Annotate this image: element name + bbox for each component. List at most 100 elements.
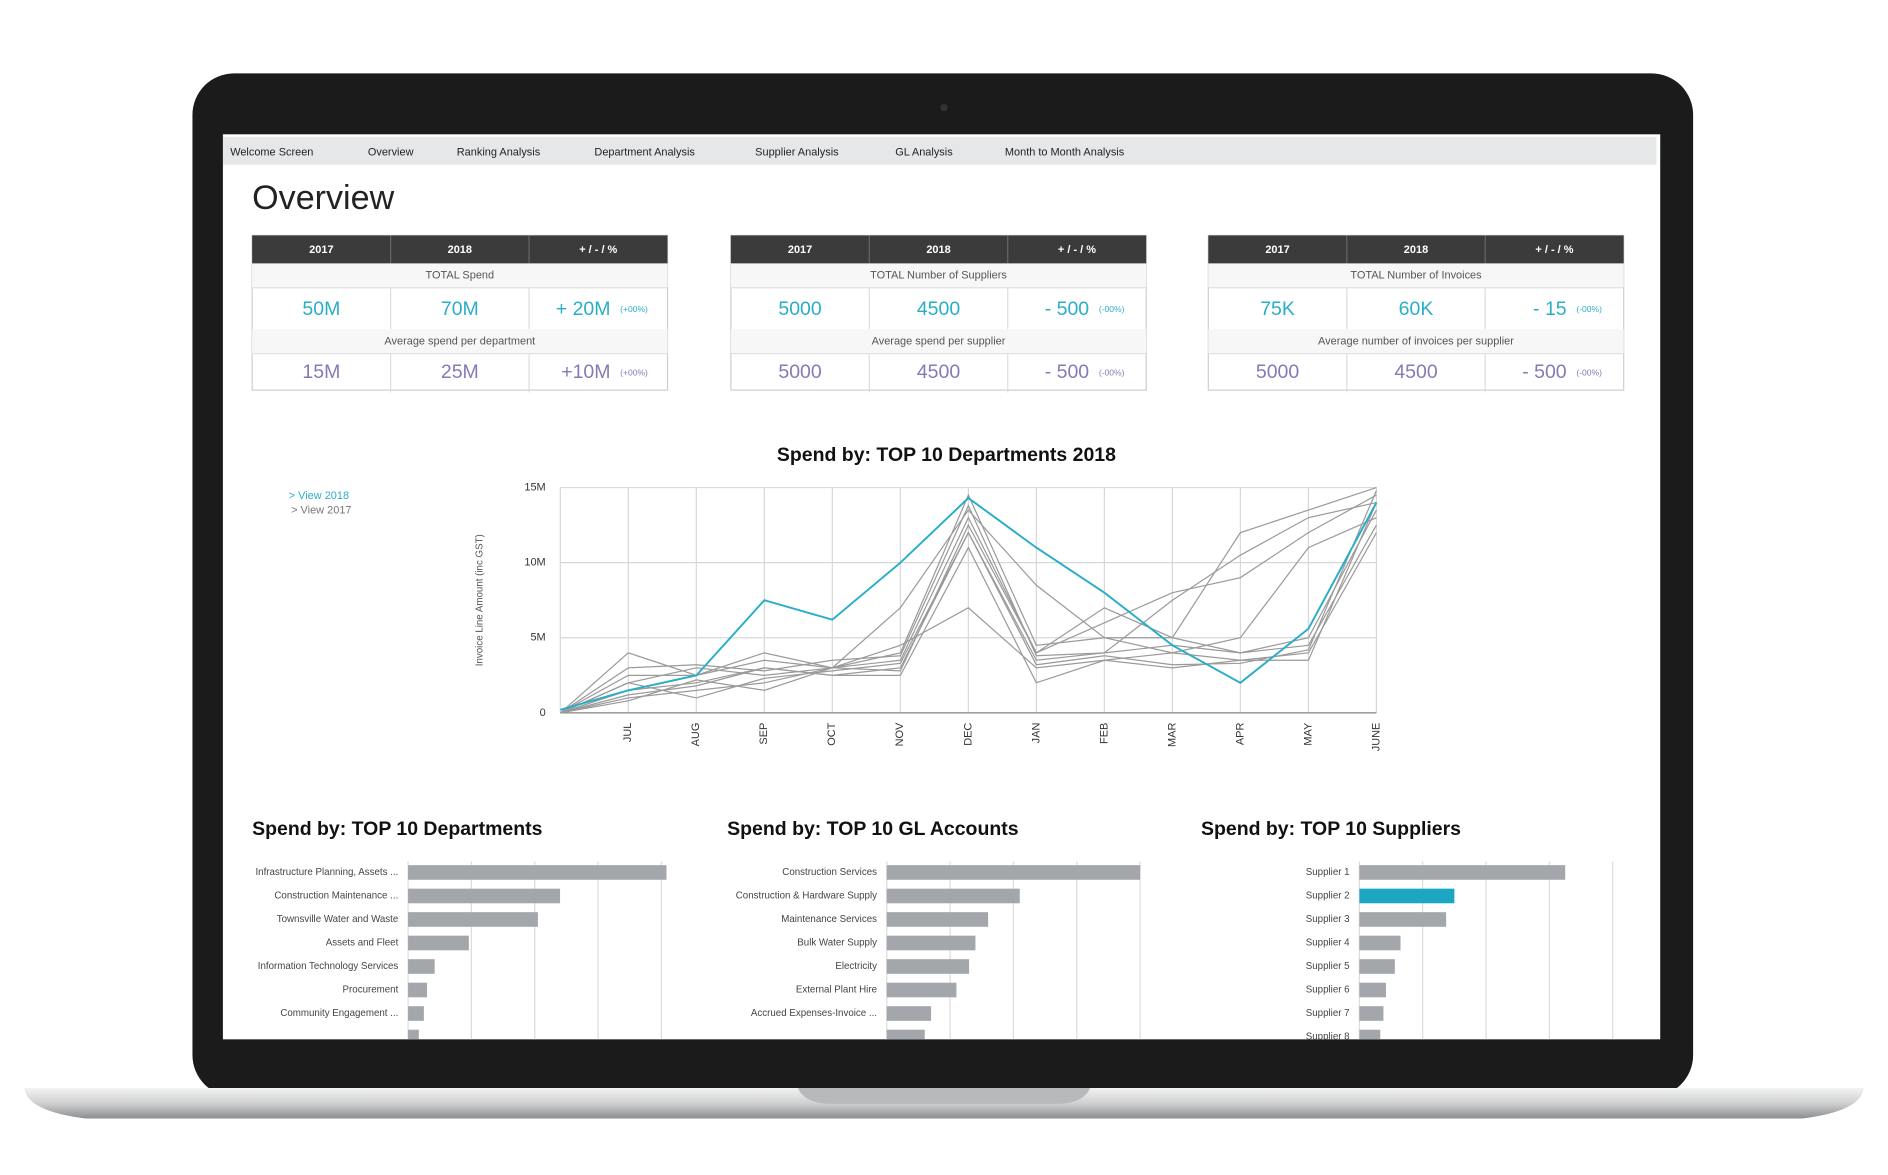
bar-label: Supplier 2 (1306, 891, 1350, 902)
nav-tab[interactable]: GL Analysis (895, 146, 953, 158)
kpi-section-label: Average number of invoices per supplier (1318, 335, 1514, 347)
bar-label: Supplier 5 (1306, 961, 1350, 972)
kpi-label-row (730, 329, 1147, 354)
laptop-notch (797, 1088, 1091, 1104)
y-axis-label: Invoice Line Amount (inc GST) (474, 534, 485, 666)
y-tick-label: 5M (530, 632, 545, 644)
x-tick-label: OCT (826, 722, 838, 745)
bar-label: Information Technology Services (258, 961, 399, 972)
bar (1359, 912, 1447, 927)
bar (886, 959, 970, 974)
bar (1359, 888, 1455, 904)
bar-label: Assets and Fleet (326, 938, 399, 949)
kpi-percent: (+00%) (620, 304, 648, 314)
bar (1359, 1029, 1381, 1040)
bar (408, 865, 667, 880)
x-tick-label: MAR (1166, 723, 1178, 747)
kpi-header-cell: 2018 (448, 244, 472, 256)
kpi-value: 50M (302, 298, 340, 320)
kpi-change: - 500 (1045, 361, 1090, 383)
kpi-value: 70M (441, 298, 479, 320)
bar-label: Construction & Hardware Supply (736, 891, 877, 902)
kpi-header (252, 235, 668, 264)
kpi-header-cell: + / - / % (579, 244, 617, 256)
kpi-value: 60K (1399, 298, 1434, 320)
bar (886, 865, 1141, 880)
camera (940, 103, 948, 112)
kpi-header-cell: 2017 (309, 244, 333, 256)
y-tick-label: 0 (540, 707, 546, 719)
bar (408, 1029, 419, 1040)
nav-tab[interactable]: Overview (368, 146, 414, 158)
bar-label: Accrued Expenses-Invoice ... (751, 1008, 877, 1019)
kpi-change: - 500 (1045, 298, 1090, 320)
x-tick-label: JUL (622, 723, 634, 742)
series-line (560, 494, 1377, 714)
view-link[interactable]: > View 2018 (289, 490, 349, 502)
nav-tab[interactable]: Supplier Analysis (755, 146, 839, 158)
kpi-header-cell: + / - / % (1535, 244, 1573, 256)
kpi-label-row (1208, 329, 1624, 354)
kpi-change: - 500 (1522, 361, 1567, 383)
kpi-header-cell: + / - / % (1058, 244, 1096, 256)
bar-label: Supplier 7 (1306, 1008, 1350, 1019)
kpi-percent: (-00%) (1099, 304, 1125, 314)
y-tick-label: 15M (524, 481, 545, 493)
bar (1359, 935, 1401, 951)
kpi-value: 5000 (778, 298, 821, 320)
kpi-section-label: TOTAL Number of Invoices (1350, 270, 1482, 282)
x-tick-label: SEP (758, 723, 770, 745)
series-line (560, 496, 1378, 711)
bar (408, 912, 538, 927)
kpi-header (730, 235, 1147, 264)
chart-title: Spend by: TOP 10 Departments (252, 818, 542, 840)
x-tick-label: JUNE (1370, 723, 1382, 752)
kpi-header-cell: 2017 (1265, 244, 1289, 256)
kpi-value: 25M (441, 361, 479, 383)
bar-label: Townsville Water and Waste (277, 914, 399, 925)
kpi-header-cell: 2017 (788, 244, 812, 256)
kpi-label-row (1208, 263, 1624, 288)
bar (886, 982, 957, 998)
kpi-header-cell: 2018 (1404, 244, 1428, 256)
kpi-change: +10M (561, 361, 610, 383)
series-line (560, 490, 1377, 714)
kpi-value: 4500 (917, 298, 960, 320)
view-link[interactable]: > View 2017 (291, 505, 351, 517)
kpi-change: - 15 (1533, 298, 1567, 320)
bar-label: Maintenance Services (781, 914, 877, 925)
bar (1359, 1006, 1384, 1021)
bar (886, 1006, 932, 1021)
bar (408, 959, 435, 974)
kpi-value: 5000 (1256, 361, 1299, 383)
x-tick-label: MAY (1302, 722, 1314, 746)
kpi-value: 5000 (778, 361, 821, 383)
bar (886, 912, 989, 927)
nav-tab[interactable]: Department Analysis (594, 146, 695, 158)
bar-label: Procurement (343, 985, 399, 996)
bar-label: Electricity (835, 961, 877, 972)
kpi-change: + 20M (556, 298, 611, 320)
page-title: Overview (252, 179, 394, 217)
bar-label: Construction Services (782, 867, 877, 878)
bar (1359, 959, 1395, 974)
bar-label: External Plant Hire (796, 985, 877, 996)
kpi-section-label: Average spend per department (384, 335, 535, 347)
bar-label: Supplier 3 (1306, 914, 1350, 925)
nav-tab[interactable]: Month to Month Analysis (1005, 146, 1125, 158)
x-tick-label: FEB (1098, 723, 1110, 744)
kpi-label-row (730, 263, 1147, 288)
bar (408, 1006, 424, 1021)
kpi-section-label: Average spend per supplier (872, 335, 1006, 347)
nav-bar (222, 136, 1657, 165)
kpi-value: 4500 (1394, 361, 1437, 383)
bar (1359, 865, 1566, 880)
nav-tab[interactable]: Ranking Analysis (457, 146, 541, 158)
bar-label: Bulk Water Supply (797, 938, 877, 949)
nav-tab[interactable]: Welcome Screen (230, 146, 313, 158)
kpi-percent: (+00%) (620, 367, 648, 377)
bar (886, 888, 1020, 904)
bar-label: Supplier 6 (1306, 985, 1350, 996)
bar-label: Infrastructure Planning, Assets ... (255, 867, 398, 878)
